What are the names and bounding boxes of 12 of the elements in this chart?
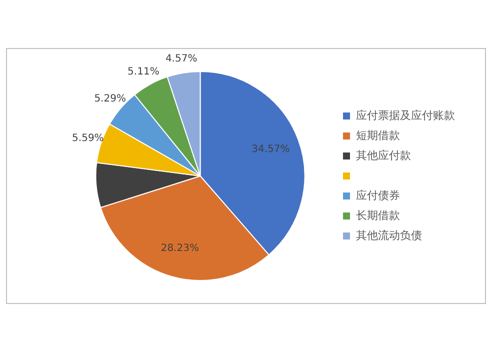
- legend-label: 应付债券: [356, 188, 400, 202]
- data-label: 5.59%: [72, 132, 104, 144]
- data-label: 5.29%: [94, 94, 126, 105]
- data-label: 5.11%: [128, 66, 160, 78]
- legend-label: 其他应付款: [356, 148, 411, 162]
- legend-label: 应付票据及应付账款: [356, 108, 455, 122]
- data-label: 28.23%: [160, 243, 199, 254]
- legend-label: 短期借款: [356, 128, 400, 142]
- legend-label: 其他流动负债: [356, 228, 422, 242]
- legend-label: 长期借款: [356, 208, 400, 222]
- data-label: 4.57%: [165, 54, 198, 65]
- data-label: 34.57%: [252, 144, 290, 156]
